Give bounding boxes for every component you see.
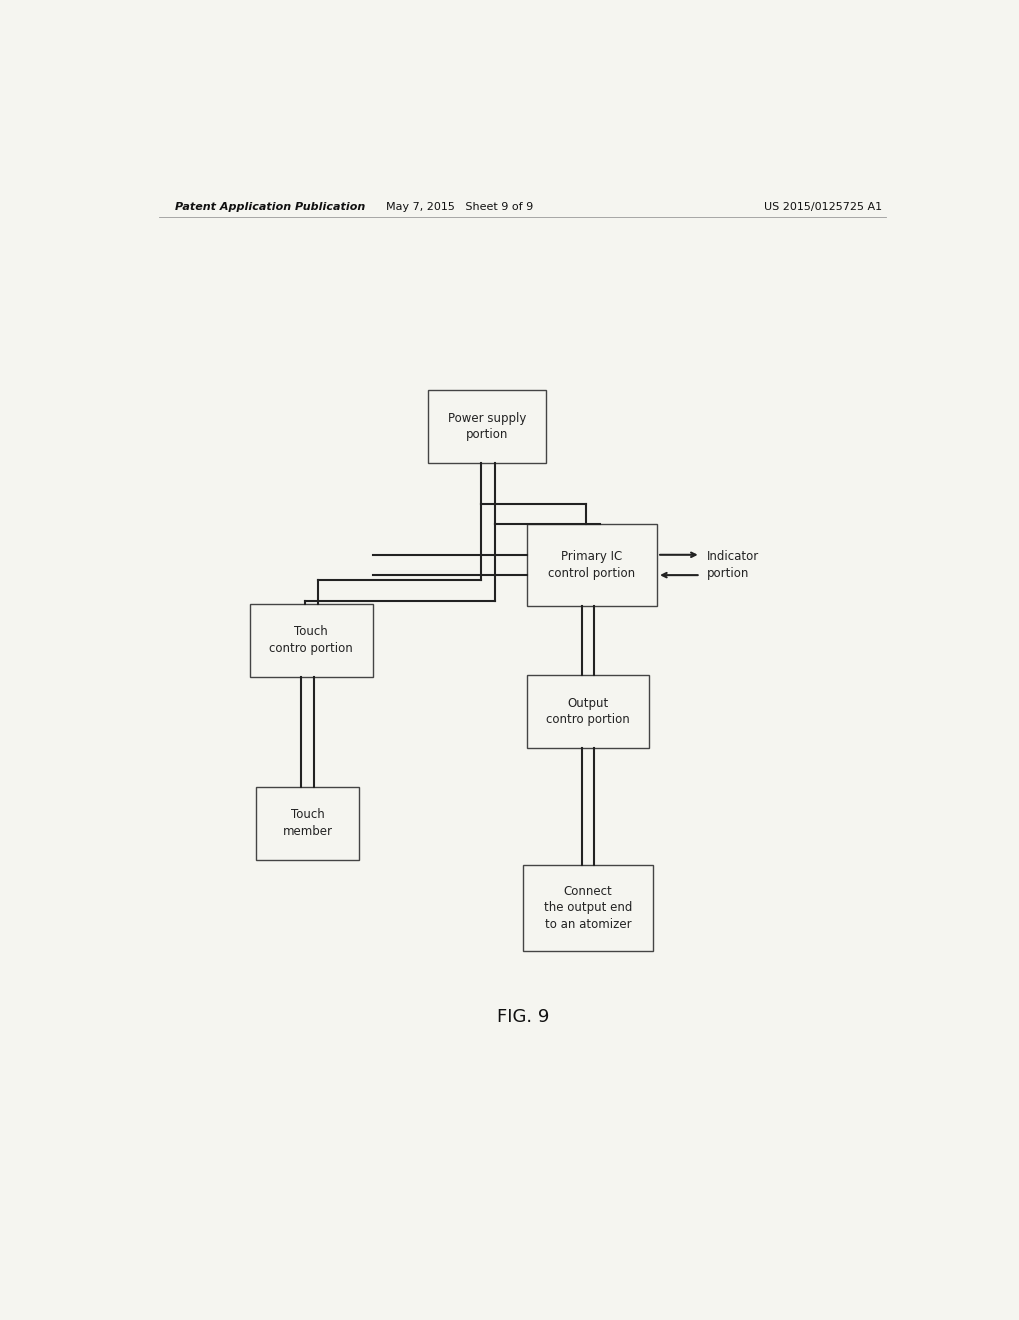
Bar	[250, 603, 372, 677]
Text: Connect
the output end
to an atomizer: Connect the output end to an atomizer	[543, 884, 632, 931]
Text: Touch
contro portion: Touch contro portion	[269, 626, 353, 655]
Text: Output
contro portion: Output contro portion	[545, 697, 629, 726]
Text: Touch
member: Touch member	[282, 808, 332, 838]
Bar	[256, 787, 359, 859]
Text: Indicator
portion: Indicator portion	[706, 550, 758, 579]
Bar	[526, 675, 649, 748]
Text: Patent Application Publication: Patent Application Publication	[175, 202, 365, 213]
Text: US 2015/0125725 A1: US 2015/0125725 A1	[763, 202, 881, 213]
Text: Primary IC
control portion: Primary IC control portion	[548, 550, 635, 579]
Text: Power supply
portion: Power supply portion	[447, 412, 526, 441]
Bar	[526, 524, 656, 606]
Bar	[428, 391, 546, 463]
Bar	[522, 865, 652, 952]
Text: May 7, 2015   Sheet 9 of 9: May 7, 2015 Sheet 9 of 9	[385, 202, 533, 213]
Text: FIG. 9: FIG. 9	[496, 1008, 548, 1026]
